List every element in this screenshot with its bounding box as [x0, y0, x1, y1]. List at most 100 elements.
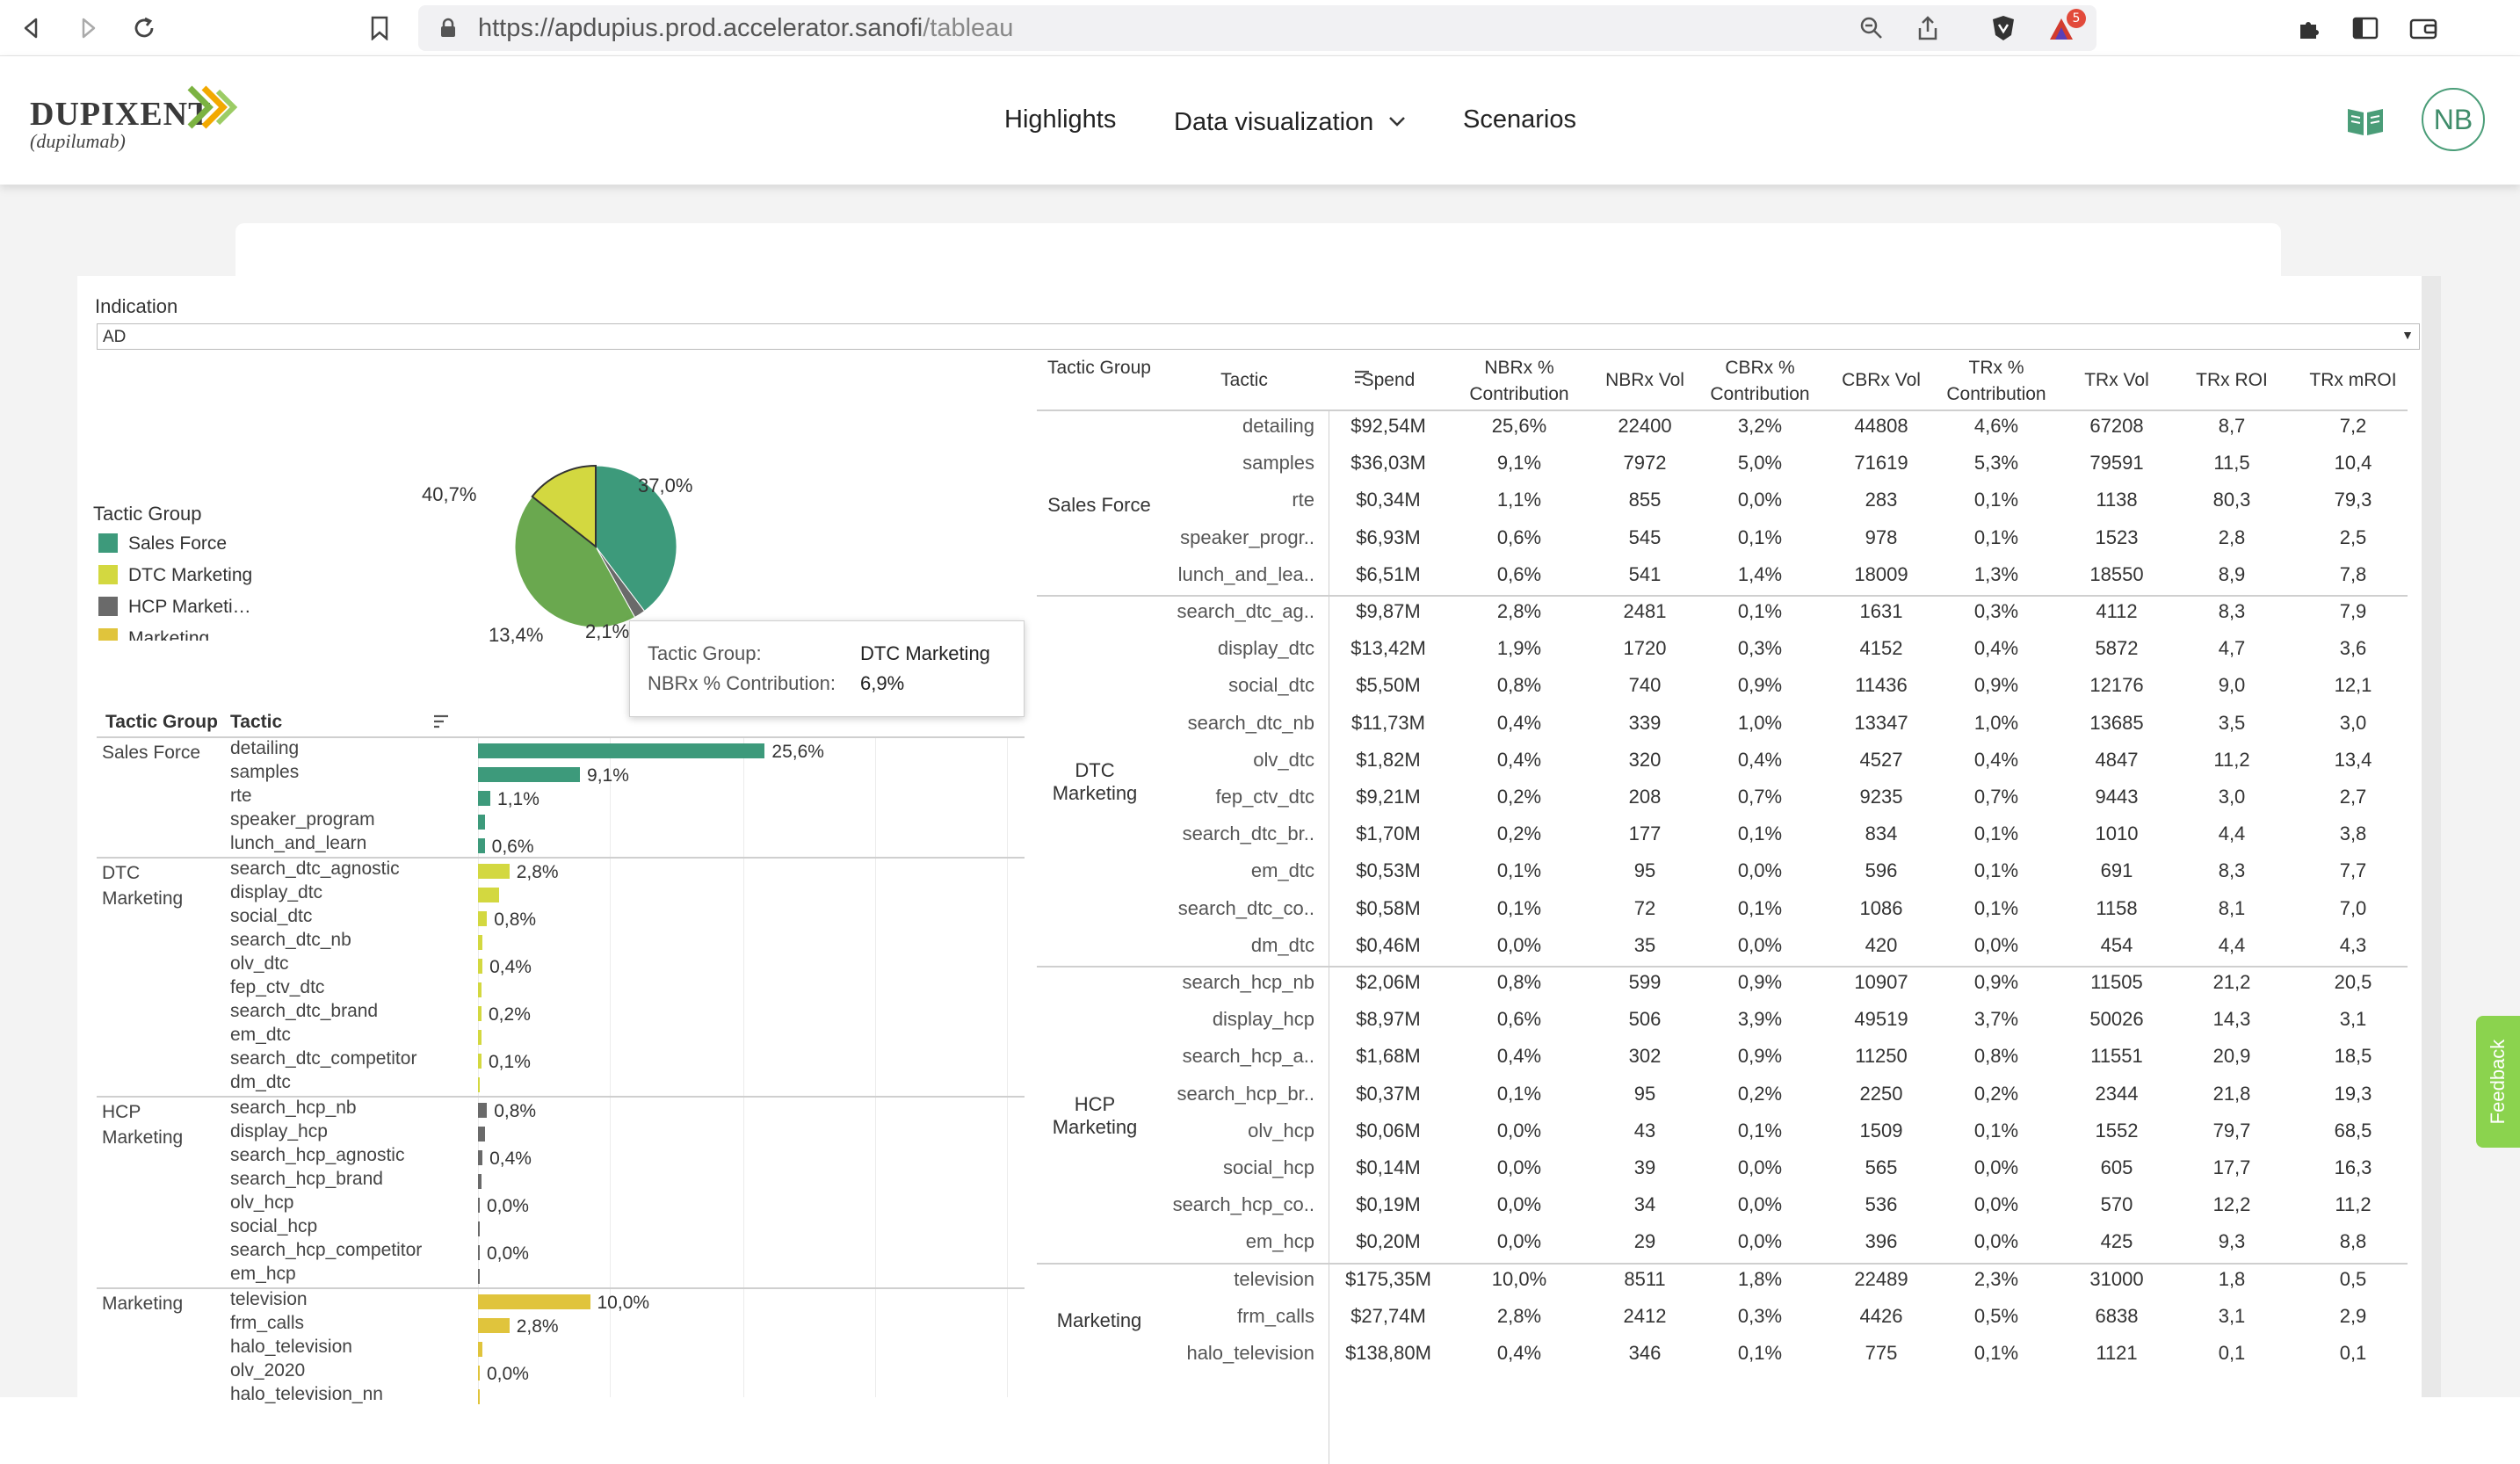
group-separator — [97, 1096, 1025, 1098]
legend-item-marketing[interactable]: Marketing — [98, 628, 209, 641]
share-icon[interactable] — [1912, 12, 1944, 44]
brave-rewards-icon[interactable] — [2046, 12, 2077, 44]
column-header-trx-mroi[interactable]: TRx mROI — [2309, 370, 2397, 390]
cbrx-vol-cell: 4152 — [1859, 637, 1903, 660]
nav-highlights[interactable]: Highlights — [1004, 105, 1117, 134]
back-icon[interactable] — [16, 12, 47, 44]
contribution-bar[interactable] — [478, 982, 482, 997]
bar-value-label: 0,8% — [494, 910, 537, 930]
column-header-trx-contribution[interactable]: TRx % Contribution — [1946, 358, 2046, 404]
trx-roi-cell: 11,2 — [2213, 748, 2250, 771]
indication-select[interactable]: AD ▼ — [97, 323, 2420, 350]
contribution-bar[interactable] — [478, 1030, 482, 1045]
wallet-icon[interactable] — [2408, 12, 2439, 44]
contribution-bar[interactable] — [478, 1054, 482, 1069]
trx-vol-cell: 1121 — [2096, 1342, 2138, 1364]
group-label: Sales Force — [102, 743, 201, 763]
column-header-trx-roi[interactable]: TRx ROI — [2196, 370, 2268, 390]
sort-icon[interactable] — [432, 714, 450, 734]
trx-roi-cell: 8,7 — [2218, 415, 2246, 437]
cbrx-contribution-cell: 0,7% — [1737, 786, 1783, 808]
forward-icon[interactable] — [72, 12, 104, 44]
legend-title: Tactic Group — [93, 503, 202, 525]
tooltip-key-nbrx: NBRx % Contribution: — [648, 672, 836, 694]
sidebar-icon[interactable] — [2350, 12, 2381, 44]
contribution-bar[interactable] — [478, 888, 500, 902]
pie-chart[interactable] — [464, 443, 728, 654]
contribution-bar[interactable] — [478, 1006, 482, 1021]
reload-icon[interactable] — [128, 12, 160, 44]
legend-item-hcp-marketing[interactable]: HCP Marketi… — [98, 597, 251, 618]
nav-scenarios[interactable]: Scenarios — [1463, 105, 1576, 134]
dupixent-logo[interactable]: DUPIXENT — [30, 96, 212, 133]
cbrx-contribution-cell: 0,3% — [1737, 637, 1783, 660]
contribution-bar[interactable] — [478, 911, 488, 926]
contribution-bar[interactable] — [478, 1174, 482, 1189]
pie-slice-dtc-marketing[interactable] — [531, 464, 597, 549]
column-header-cbrx-vol[interactable]: CBRx Vol — [1842, 370, 1921, 390]
trx-contribution-cell: 0,4% — [1973, 637, 2019, 660]
contribution-bar[interactable] — [478, 1245, 480, 1260]
tactic-cell: frm_calls — [1236, 1304, 1314, 1327]
contribution-bar[interactable] — [478, 838, 485, 853]
contribution-bar[interactable] — [478, 1294, 590, 1309]
user-avatar[interactable]: NB — [2422, 88, 2485, 151]
contribution-bar[interactable] — [478, 1221, 480, 1236]
contribution-bar[interactable] — [478, 791, 491, 806]
contribution-bar[interactable] — [478, 935, 483, 950]
contribution-bar[interactable] — [478, 864, 510, 879]
contribution-bar[interactable] — [478, 1198, 480, 1213]
contribution-bar[interactable] — [478, 1150, 483, 1165]
contribution-bar[interactable] — [478, 1269, 480, 1284]
nbrx-contribution-cell: 0,0% — [1496, 1156, 1542, 1178]
zoom-icon[interactable] — [1856, 12, 1887, 44]
legend-item-dtc-marketing[interactable]: DTC Marketing — [98, 565, 252, 586]
column-header-cbrx-contribution[interactable]: CBRx % Contribution — [1710, 358, 1810, 404]
tactic-cell: halo_television — [1186, 1342, 1314, 1364]
spend-cell: $0,14M — [1356, 1156, 1421, 1178]
nbrx-vol-cell: 740 — [1628, 674, 1662, 697]
nav-data-visualization[interactable]: Data visualization — [1174, 105, 1407, 137]
contribution-bar[interactable] — [478, 815, 485, 830]
contribution-bar[interactable] — [478, 767, 581, 782]
cbrx-contribution-cell: 0,0% — [1737, 1230, 1783, 1253]
nbrx-contribution-cell: 0,0% — [1496, 1193, 1542, 1216]
column-header-nbrx-contribution[interactable]: NBRx % Contribution — [1469, 358, 1569, 404]
dropdown-caret-icon: ▼ — [2401, 328, 2414, 342]
contribution-bar[interactable] — [478, 959, 483, 974]
nbrx-vol-cell: 72 — [1633, 896, 1656, 919]
nbrx-vol-cell: 35 — [1633, 933, 1656, 956]
column-header-trx-vol[interactable]: TRx Vol — [2084, 370, 2149, 390]
trx-mroi-cell: 3,0 — [2339, 711, 2367, 734]
contribution-bar[interactable] — [478, 1366, 480, 1381]
contribution-bar[interactable] — [478, 1318, 510, 1333]
contribution-bar[interactable] — [478, 1342, 483, 1357]
contribution-bar[interactable] — [478, 743, 765, 758]
column-header-tactic-group[interactable]: Tactic Group — [1047, 358, 1151, 378]
column-header-nbrx-vol[interactable]: NBRx Vol — [1605, 370, 1684, 390]
legend-item-sales-force[interactable]: Sales Force — [98, 533, 227, 554]
cbrx-contribution-cell: 1,8% — [1737, 1267, 1783, 1290]
column-header-spend[interactable]: Spend — [1361, 370, 1416, 390]
sort-icon[interactable] — [1353, 369, 1371, 389]
address-bar[interactable]: https://apdupius.prod.accelerator.sanofi… — [418, 5, 2096, 51]
pie-slice-sales-force[interactable] — [595, 465, 677, 612]
bookmark-icon[interactable] — [364, 12, 395, 44]
tactic-label: search_hcp_agnostic — [230, 1145, 405, 1165]
bar-value-label: 0,4% — [489, 957, 532, 977]
vertical-scrollbar[interactable] — [2422, 276, 2441, 1397]
group-separator — [1037, 595, 2408, 597]
extensions-icon[interactable] — [2293, 12, 2325, 44]
column-header-tactic[interactable]: Tactic — [1220, 370, 1268, 390]
pie-slice-marketing[interactable] — [514, 496, 636, 628]
cbrx-contribution-cell: 0,0% — [1737, 859, 1783, 882]
contribution-bar[interactable] — [478, 1077, 480, 1092]
nbrx-vol-cell: 541 — [1628, 562, 1662, 585]
contribution-bar[interactable] — [478, 1103, 488, 1118]
brave-shield-icon[interactable] — [1988, 12, 2019, 44]
legend-swatch — [98, 628, 118, 641]
spend-cell: $1,82M — [1356, 748, 1421, 771]
feedback-tab[interactable]: Feedback — [2476, 1016, 2520, 1148]
book-icon[interactable] — [2346, 105, 2385, 141]
contribution-bar[interactable] — [478, 1127, 485, 1141]
